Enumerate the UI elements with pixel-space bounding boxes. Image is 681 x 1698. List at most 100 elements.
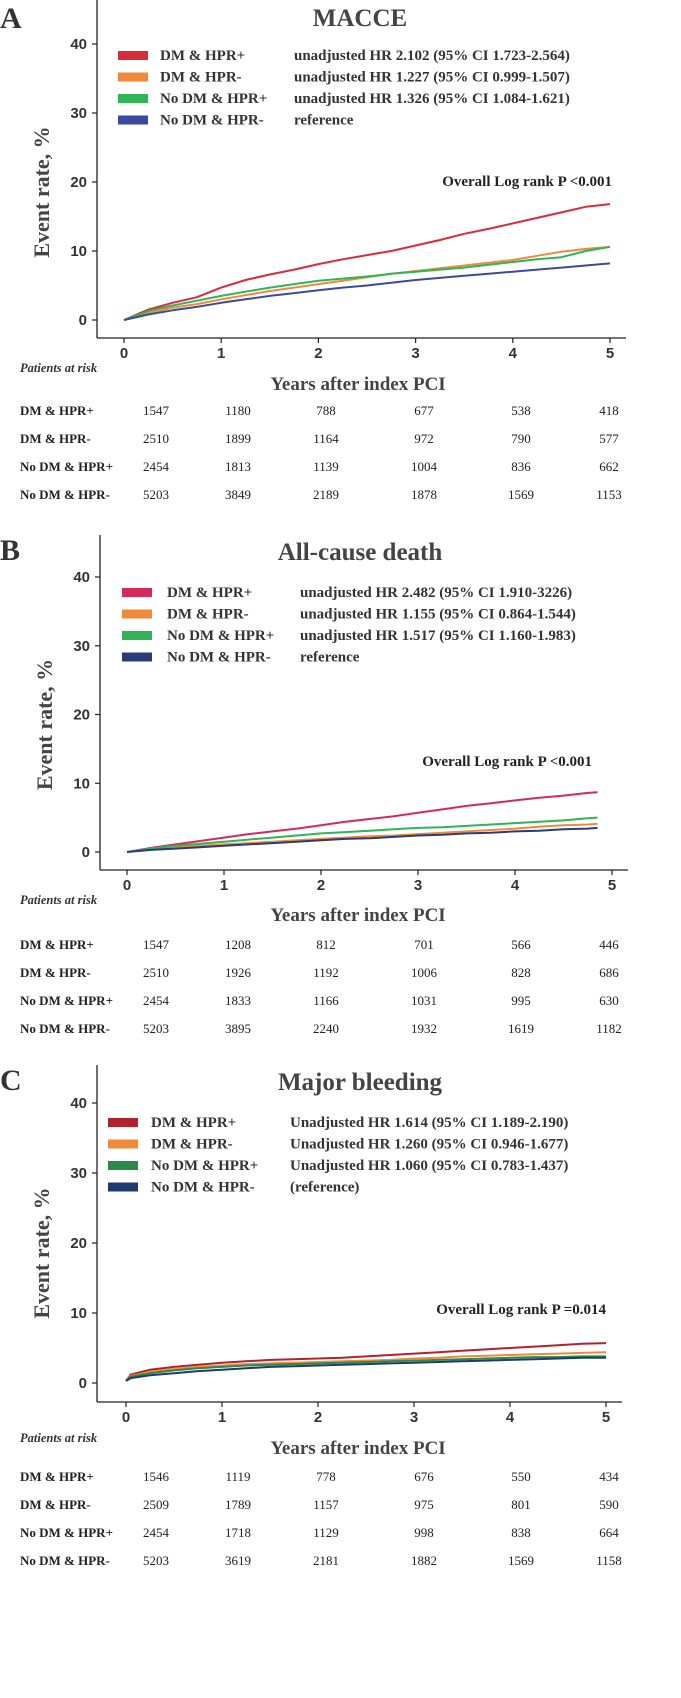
risk-table-title: Patients at risk	[20, 361, 98, 375]
y-tick-label: 30	[70, 1165, 87, 1182]
risk-cell: 2181	[313, 1553, 339, 1568]
log-rank-annotation: Overall Log rank P <0.001	[442, 174, 612, 190]
risk-cell: 2189	[313, 487, 339, 502]
risk-cell: 538	[511, 403, 531, 418]
panel-a: A MACCE 0 10 20 30 40 0 1 2 3 4 5 Event rate, % Years …	[0, 0, 626, 502]
risk-cell: 5203	[143, 1021, 169, 1036]
risk-cell: 801	[511, 1497, 531, 1512]
risk-cell: 1619	[508, 1021, 534, 1036]
risk-table-title: Patients at risk	[20, 893, 98, 907]
series-line	[123, 262, 611, 321]
risk-cell: 975	[414, 1497, 434, 1512]
legend-label: No DM & HPR+	[167, 628, 274, 644]
x-tick-label: 3	[414, 877, 422, 894]
x-tick-label: 3	[411, 345, 419, 362]
x-axis-label: Years after index PCI	[270, 374, 445, 395]
risk-cell: 630	[599, 993, 619, 1008]
legend-swatch	[118, 115, 148, 125]
risk-cell: 1833	[225, 993, 251, 1008]
y-tick-label: 30	[73, 638, 90, 655]
series-line	[123, 245, 611, 321]
risk-row-label: DM & HPR+	[20, 403, 94, 418]
legend-label: DM & HPR+	[151, 1115, 236, 1131]
risk-cell: 1153	[596, 487, 622, 502]
y-tick-label: 40	[70, 1095, 87, 1112]
risk-cell: 1789	[225, 1497, 251, 1512]
x-tick-label: 5	[608, 877, 616, 894]
risk-cell: 1031	[411, 993, 437, 1008]
risk-cell: 1813	[225, 459, 251, 474]
risk-cell: 577	[599, 431, 619, 446]
legend-hr: Unadjusted HR 1.060 (95% CI 0.783-1.437)	[290, 1158, 568, 1174]
panel-letter: B	[0, 534, 20, 567]
legend-hr: Unadjusted HR 1.260 (95% CI 0.946-1.677)	[290, 1137, 568, 1153]
series-line	[125, 1356, 606, 1382]
legend-hr: reference	[300, 650, 360, 666]
x-tick-label: 4	[509, 345, 518, 362]
log-rank-annotation: Overall Log rank P <0.001	[422, 754, 592, 770]
x-tick-label: 1	[220, 877, 228, 894]
x-tick-label: 0	[120, 345, 128, 362]
risk-cell: 1547	[143, 403, 170, 418]
legend-hr: unadjusted HR 1.227 (95% CI 0.999-1.507)	[294, 70, 570, 86]
legend-label: No DM & HPR+	[151, 1158, 258, 1174]
x-tick-label: 5	[606, 345, 614, 362]
risk-cell: 1182	[596, 1021, 622, 1036]
y-tick-label: 40	[70, 36, 87, 53]
log-rank-annotation: Overall Log rank P =0.014	[436, 1302, 606, 1318]
risk-row-label: No DM & HPR+	[20, 993, 113, 1008]
risk-cell: 1192	[313, 965, 339, 980]
legend-swatch	[122, 588, 152, 597]
risk-cell: 1004	[411, 459, 438, 474]
risk-row-label: No DM & HPR+	[20, 1525, 113, 1540]
y-tick-label: 0	[79, 312, 87, 329]
risk-cell: 1718	[225, 1525, 251, 1540]
series-line	[126, 822, 598, 853]
risk-cell: 1208	[225, 937, 251, 952]
risk-cell: 2454	[143, 1525, 170, 1540]
risk-cell: 812	[316, 937, 336, 952]
y-tick-label: 10	[73, 775, 90, 792]
risk-row-label: DM & HPR+	[20, 937, 94, 952]
risk-cell: 2454	[143, 459, 170, 474]
risk-cell: 662	[599, 459, 619, 474]
risk-cell: 1158	[596, 1553, 622, 1568]
x-tick-label: 2	[317, 877, 325, 894]
y-tick-label: 10	[70, 243, 87, 260]
risk-cell: 1129	[313, 1525, 339, 1540]
legend-swatch	[108, 1118, 138, 1127]
panel-letter: C	[0, 1064, 22, 1097]
risk-cell: 3895	[225, 1021, 251, 1036]
legend-swatch	[108, 1161, 138, 1170]
y-tick-label: 10	[70, 1305, 87, 1322]
y-tick-label: 0	[82, 844, 90, 861]
risk-cell: 677	[414, 403, 434, 418]
x-tick-label: 5	[602, 1409, 610, 1426]
risk-cell: 1878	[411, 487, 437, 502]
risk-cell: 701	[414, 937, 434, 952]
x-tick-label: 2	[314, 345, 322, 362]
x-tick-label: 1	[218, 1409, 226, 1426]
series-line	[126, 791, 598, 853]
risk-cell: 836	[511, 459, 531, 474]
risk-cell: 1547	[143, 937, 170, 952]
x-tick-label: 0	[122, 1409, 130, 1426]
x-tick-label: 3	[410, 1409, 418, 1426]
risk-cell: 998	[414, 1525, 434, 1540]
risk-cell: 1139	[313, 459, 339, 474]
legend-hr: (reference)	[290, 1180, 359, 1196]
legend-swatch	[108, 1139, 138, 1149]
chart-title: MACCE	[313, 5, 407, 32]
risk-cell: 550	[511, 1469, 531, 1484]
risk-cell: 2240	[313, 1021, 339, 1036]
series-line	[125, 1351, 607, 1382]
risk-cell: 828	[511, 965, 531, 980]
y-tick-label: 30	[70, 105, 87, 122]
risk-cell: 1157	[313, 1497, 339, 1512]
panel-b: B All-cause death 0 10 20 30 40 0 1 2 3 4 5 Event rat…	[0, 534, 628, 1036]
risk-cell: 1569	[508, 1553, 534, 1568]
risk-cell: 686	[599, 965, 619, 980]
risk-row-label: DM & HPR-	[20, 431, 91, 446]
risk-cell: 5203	[143, 1553, 169, 1568]
